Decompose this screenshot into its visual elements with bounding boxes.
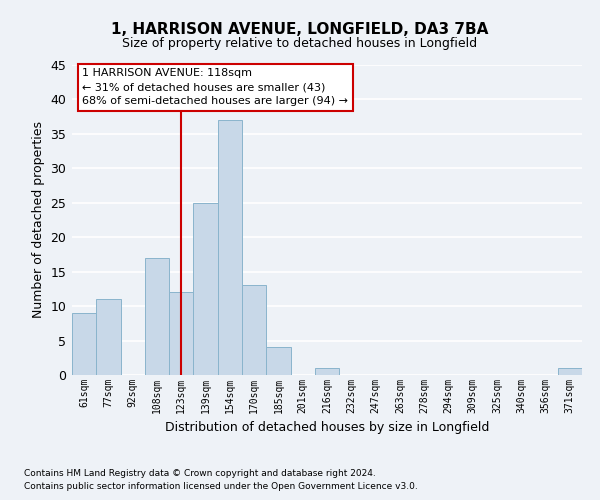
Bar	[193, 203, 218, 375]
Text: 1 HARRISON AVENUE: 118sqm
← 31% of detached houses are smaller (43)
68% of semi-: 1 HARRISON AVENUE: 118sqm ← 31% of detac…	[82, 68, 348, 106]
X-axis label: Distribution of detached houses by size in Longfield: Distribution of detached houses by size …	[165, 422, 489, 434]
Text: Size of property relative to detached houses in Longfield: Size of property relative to detached ho…	[122, 38, 478, 51]
Bar	[96, 299, 121, 375]
Text: Contains public sector information licensed under the Open Government Licence v3: Contains public sector information licen…	[24, 482, 418, 491]
Text: Contains HM Land Registry data © Crown copyright and database right 2024.: Contains HM Land Registry data © Crown c…	[24, 468, 376, 477]
Bar	[145, 258, 169, 375]
Text: 1, HARRISON AVENUE, LONGFIELD, DA3 7BA: 1, HARRISON AVENUE, LONGFIELD, DA3 7BA	[112, 22, 488, 38]
Bar	[242, 286, 266, 375]
Bar	[315, 368, 339, 375]
Bar	[218, 120, 242, 375]
Bar	[72, 313, 96, 375]
Bar	[266, 348, 290, 375]
Y-axis label: Number of detached properties: Number of detached properties	[32, 122, 45, 318]
Bar	[169, 292, 193, 375]
Bar	[558, 368, 582, 375]
